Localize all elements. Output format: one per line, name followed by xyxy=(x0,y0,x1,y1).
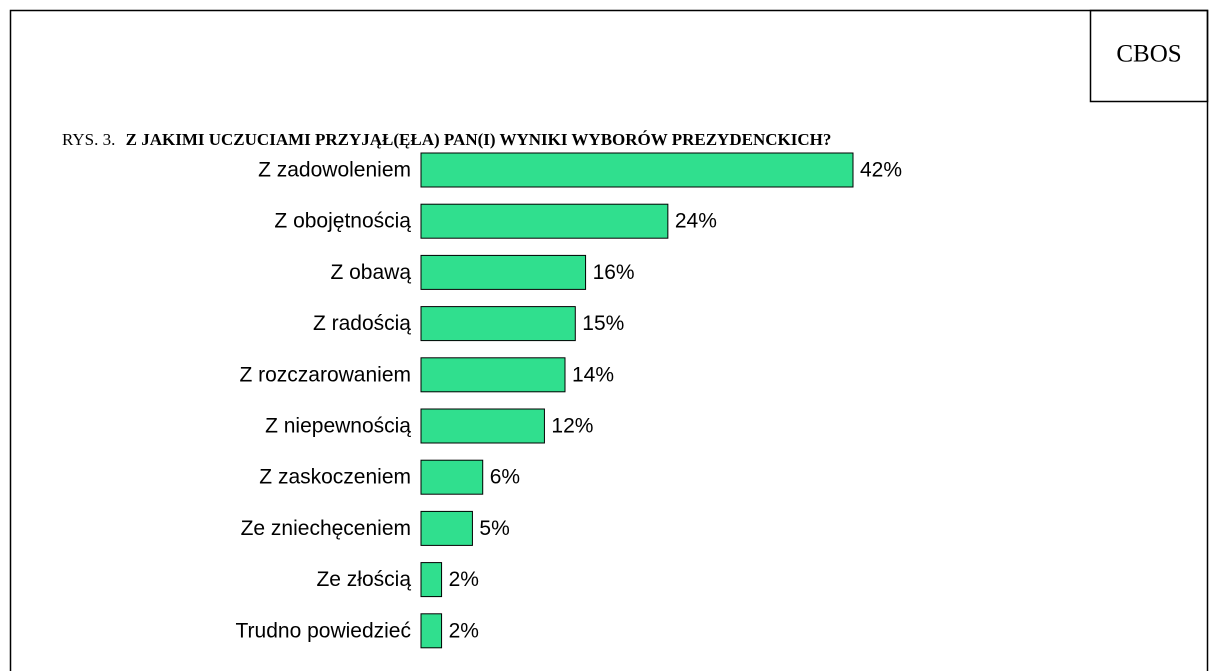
value-label: 5% xyxy=(479,517,509,540)
value-label: 42% xyxy=(860,159,902,182)
bar xyxy=(420,306,576,342)
title-line: RYS. 3. Z JAKIMI UCZUCIAMI PRZYJĄŁ(ĘŁA) … xyxy=(62,130,831,149)
source-box xyxy=(1089,9,1209,103)
category-label: Z zadowoleniem xyxy=(258,159,411,182)
category-label: Ze zniechęceniem xyxy=(241,517,411,540)
category-label: Z rozczarowaniem xyxy=(239,363,411,386)
value-label: 14% xyxy=(572,363,614,386)
figure-label: RYS. 3. xyxy=(62,130,115,149)
bar xyxy=(420,254,587,290)
category-label: Z niepewnością xyxy=(265,415,411,438)
value-label: 16% xyxy=(593,261,635,284)
chart-title: Z JAKIMI UCZUCIAMI PRZYJĄŁ(ĘŁA) PAN(I) W… xyxy=(126,130,832,149)
category-label: Trudno powiedzieć xyxy=(236,619,412,642)
category-label: Ze złością xyxy=(316,568,411,591)
value-label: 15% xyxy=(582,312,624,335)
category-label: Z obawą xyxy=(330,261,411,284)
value-label: 12% xyxy=(551,415,593,438)
source: CBOS xyxy=(1116,41,1181,68)
category-label: Z obojętnością xyxy=(274,210,411,233)
value-label: 24% xyxy=(675,210,717,233)
category-label: Z zaskoczeniem xyxy=(259,466,411,489)
bar xyxy=(420,613,443,649)
value-label: 6% xyxy=(490,466,520,489)
category-label: Z radością xyxy=(313,312,411,335)
bar xyxy=(420,408,545,444)
value-label: 2% xyxy=(449,619,479,642)
bar xyxy=(420,203,669,239)
bar xyxy=(420,357,566,393)
bar xyxy=(420,562,443,598)
bar xyxy=(420,510,473,546)
bar xyxy=(420,152,854,188)
bar xyxy=(420,459,484,495)
value-label: 2% xyxy=(449,568,479,591)
frame xyxy=(9,9,1209,671)
